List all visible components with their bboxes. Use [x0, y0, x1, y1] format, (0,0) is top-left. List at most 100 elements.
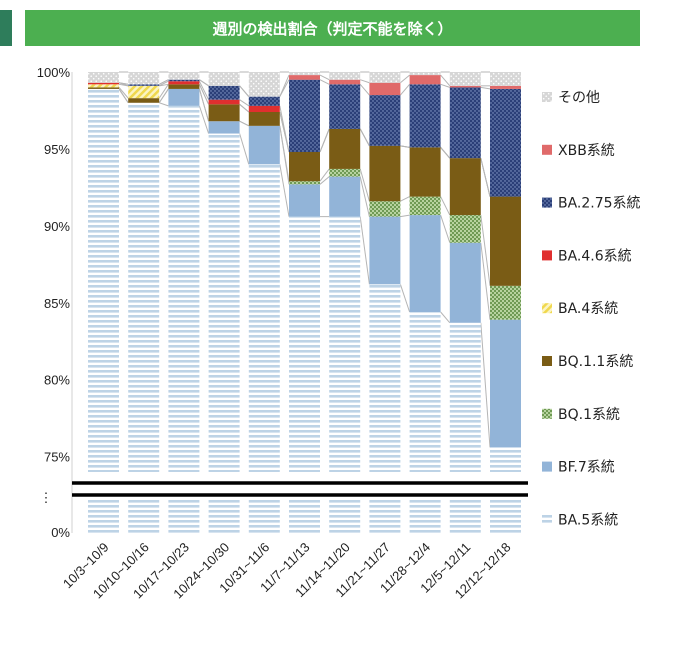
bar-lower-segment: [369, 498, 401, 533]
y-tick-label: 95%: [44, 142, 70, 157]
bar-segment: [208, 121, 240, 134]
axis-break: ⋮: [40, 481, 528, 505]
bar-segment: [248, 112, 280, 126]
bar-segment: [449, 215, 481, 243]
connector-line: [319, 79, 330, 85]
connector-line: [400, 74, 410, 84]
connector-line: [360, 79, 370, 84]
bar-segment: [289, 184, 320, 217]
legend: その他 XBB系統 BA.2.75系統 BA.4.6系統 BA.4系統 BQ.1.1系統 B…: [542, 90, 641, 528]
chart-title: 週別の検出割合（判定不能を除く）: [25, 10, 640, 46]
bar-segment: [329, 216, 361, 472]
connector-line: [440, 311, 451, 324]
bar-segment: [490, 447, 521, 472]
connector-line: [399, 284, 411, 313]
bar-lower-segment: [208, 498, 240, 533]
legend-label: BA.4系統: [558, 301, 618, 317]
bar-segment: [168, 72, 200, 80]
bar-segment: [289, 152, 320, 182]
connector-line: [118, 82, 129, 85]
connector-line: [440, 83, 450, 88]
bar-segment: [88, 88, 119, 472]
connector-line: [319, 128, 330, 153]
y-axis: 100% 95% 90% 85% 80% 75% 0%: [37, 65, 73, 540]
y-tick-label: 0%: [51, 525, 70, 540]
connector-line: [279, 164, 290, 217]
legend-label: BQ.1.1系統: [558, 354, 633, 370]
lower-bar-group: [88, 498, 521, 533]
bar-segment: [128, 84, 160, 86]
bar-segment: [490, 72, 521, 86]
legend-label: BA.5系統: [558, 512, 618, 528]
connector-line: [279, 105, 290, 153]
bar-segment: [449, 85, 481, 88]
connector-line: [199, 79, 209, 87]
bar-segment: [329, 168, 361, 177]
bar-segment: [128, 85, 160, 99]
y-tick-label: 90%: [44, 219, 70, 234]
legend-swatch: [542, 144, 552, 155]
bar-segment: [168, 79, 200, 82]
connector-line: [319, 168, 330, 182]
legend-label: その他: [558, 90, 600, 106]
connector-line: [440, 214, 451, 243]
bar-segment: [289, 181, 320, 185]
bar-segment: [248, 164, 280, 473]
bar-segment: [208, 99, 240, 105]
bar-segment: [409, 75, 441, 85]
bar-segment: [248, 105, 280, 112]
bar-segment: [409, 312, 441, 472]
bar-segment: [329, 176, 361, 217]
connector-line: [400, 214, 410, 218]
connector-line: [158, 84, 169, 99]
connector-line: [400, 196, 410, 202]
legend-swatch: [542, 356, 552, 366]
bar-segment: [449, 87, 481, 159]
bar-segment: [449, 322, 481, 472]
bar-lower-segment: [449, 498, 481, 533]
bar-segment: [490, 319, 521, 448]
bar-segment: [409, 196, 441, 216]
bar-segment: [449, 242, 481, 323]
bar-segment: [369, 145, 401, 202]
connector-line: [158, 80, 169, 87]
series-connector-lines: [118, 71, 491, 448]
bar-lower-segment: [88, 498, 119, 533]
bar-segment: [490, 285, 521, 320]
connector-line: [480, 322, 491, 448]
connector-line: [158, 79, 169, 85]
legend-swatch: [542, 197, 552, 208]
connector-line: [359, 168, 370, 202]
y-tick-label: 75%: [44, 450, 70, 465]
connector-line: [359, 128, 370, 147]
bar-segment: [369, 95, 401, 146]
connector-line: [400, 83, 410, 96]
bar-segment: [449, 158, 481, 216]
bar-segment: [289, 216, 320, 472]
bar-segment: [248, 72, 280, 97]
connector-line: [319, 176, 330, 185]
bar-segment: [168, 81, 200, 85]
connector-line: [239, 103, 250, 113]
bar-segment: [88, 72, 119, 83]
bar-segment: [168, 88, 200, 106]
connector-line: [440, 196, 451, 216]
connector-line: [440, 74, 451, 87]
connector-line: [480, 158, 491, 197]
connector-line: [239, 99, 250, 107]
legend-label: BQ.1系統: [558, 407, 620, 423]
bar-lower-segment: [329, 498, 361, 533]
bar-segment: [329, 79, 361, 85]
y-tick-label: 100%: [37, 65, 71, 80]
connector-line: [198, 105, 210, 134]
connector-line: [440, 147, 451, 159]
axis-break-marker: ⋮: [40, 490, 53, 505]
bar-segment: [168, 84, 200, 89]
connector-line: [198, 88, 210, 122]
bar-segment: [88, 84, 119, 88]
bar-segment: [329, 84, 361, 129]
legend-swatch: [542, 408, 552, 419]
bar-segment: [208, 72, 240, 86]
connector-line: [480, 242, 491, 320]
